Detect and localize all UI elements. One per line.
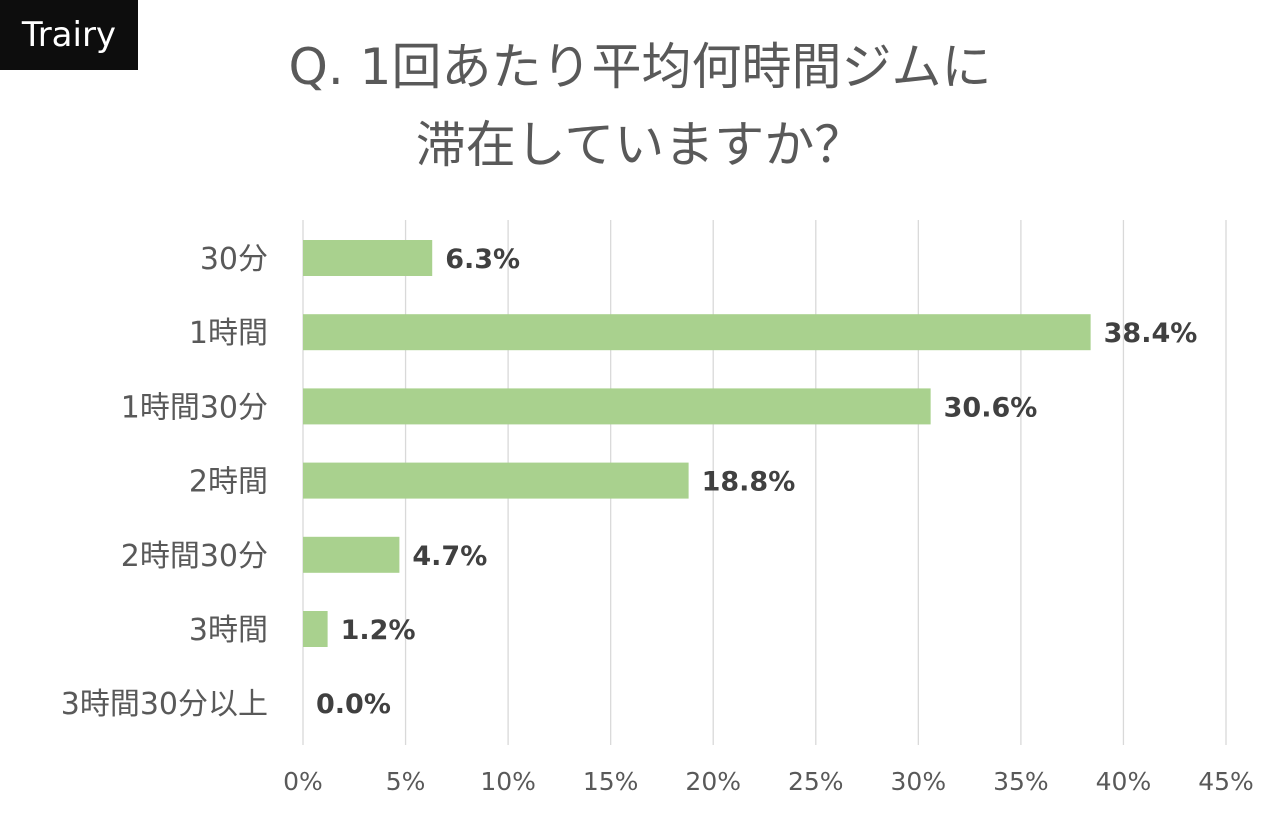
data-label: 1.2% <box>341 615 416 646</box>
labels: 0% 5% 10% 15% 20% 25% 30% 35% 40% 45% 30分 6.3% 1時間 38… <box>61 242 1254 796</box>
data-label: 30.6% <box>944 392 1038 423</box>
category-label: 2時間 <box>189 465 268 500</box>
bar <box>303 611 328 647</box>
chart-title-line-1: Q. 1回あたり平均何時間ジムに <box>288 38 992 96</box>
bar <box>303 536 400 573</box>
category-label: 3時間 <box>189 613 268 648</box>
bar <box>303 240 433 276</box>
category-label: 2時間30分 <box>121 539 268 574</box>
x-tick-label: 25% <box>788 767 844 796</box>
x-tick-label: 30% <box>891 767 947 796</box>
x-tick-label: 40% <box>1096 767 1152 796</box>
brand-badge: Trairy <box>0 0 138 70</box>
x-tick-label: 5% <box>386 767 426 796</box>
x-tick-label: 35% <box>993 767 1049 796</box>
category-label: 1時間 <box>189 316 268 351</box>
x-tick-label: 10% <box>480 767 536 796</box>
chart-title: Q. 1回あたり平均何時間ジムに 滞在していますか？ <box>140 28 1140 184</box>
x-tick-label: 20% <box>685 767 741 796</box>
x-tick-label: 0% <box>283 767 323 796</box>
bar <box>303 314 1091 351</box>
data-label: 18.8% <box>702 467 796 498</box>
x-tick-label: 45% <box>1198 767 1254 796</box>
category-label: 1時間30分 <box>121 390 268 425</box>
bar <box>303 388 931 425</box>
x-tick-label: 15% <box>583 767 639 796</box>
category-label: 30分 <box>200 242 268 277</box>
data-label: 0.0% <box>316 689 391 720</box>
category-label: 3時間30分以上 <box>61 687 268 722</box>
bar <box>303 462 689 499</box>
chart-title-line-2: 滞在していますか？ <box>415 116 865 174</box>
bars <box>303 240 1091 647</box>
data-label: 38.4% <box>1104 318 1198 349</box>
data-label: 6.3% <box>445 244 520 275</box>
data-label: 4.7% <box>412 541 487 572</box>
